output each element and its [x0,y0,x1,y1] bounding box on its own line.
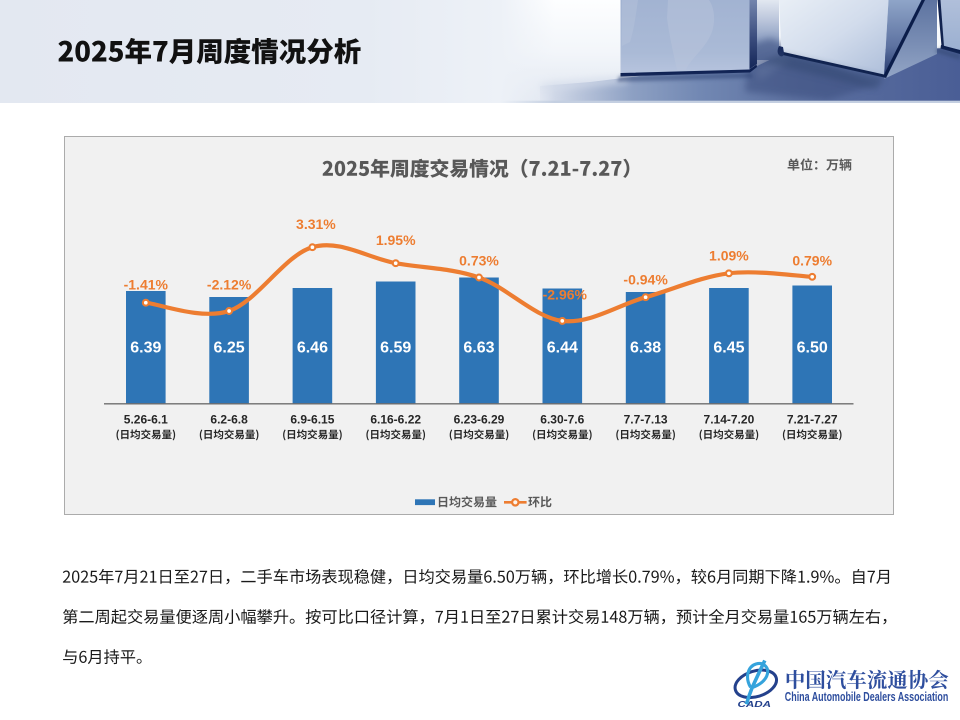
svg-text:3.31%: 3.31% [296,216,336,232]
svg-text:1.95%: 1.95% [376,232,416,248]
svg-text:6.50: 6.50 [797,340,828,357]
svg-text:6.25: 6.25 [214,340,245,357]
svg-text:6.39: 6.39 [130,340,161,357]
svg-text:1.09%: 1.09% [709,248,749,264]
svg-text:0.79%: 0.79% [792,253,832,269]
svg-text:6.45: 6.45 [713,340,744,357]
svg-text:6.30-7.6: 6.30-7.6 [540,412,584,426]
svg-text:6.59: 6.59 [380,340,411,357]
svg-text:7.21-7.27: 7.21-7.27 [787,412,838,426]
svg-text:7.14-7.20: 7.14-7.20 [704,412,755,426]
svg-text:6.16-6.22: 6.16-6.22 [370,412,421,426]
svg-text:6.38: 6.38 [630,340,661,357]
svg-text:6.44: 6.44 [547,340,578,357]
svg-text:China Automobile Dealers Assoc: China Automobile Dealers Association [785,690,949,704]
svg-text:-0.94%: -0.94% [623,272,668,288]
svg-text:-2.12%: -2.12% [207,277,252,293]
svg-text:6.63: 6.63 [463,340,494,357]
svg-text:CADA: CADA [738,700,772,709]
svg-text:5.26-6.1: 5.26-6.1 [124,412,168,426]
svg-text:0.73%: 0.73% [459,253,499,269]
svg-text:6.9-6.15: 6.9-6.15 [290,412,334,426]
svg-text:-2.96%: -2.96% [543,287,588,303]
svg-text:6.2-6.8: 6.2-6.8 [210,412,248,426]
svg-text:7.7-7.13: 7.7-7.13 [624,412,668,426]
svg-text:-1.41%: -1.41% [124,277,169,293]
svg-text:6.46: 6.46 [297,340,328,357]
svg-text:6.23-6.29: 6.23-6.29 [454,412,505,426]
